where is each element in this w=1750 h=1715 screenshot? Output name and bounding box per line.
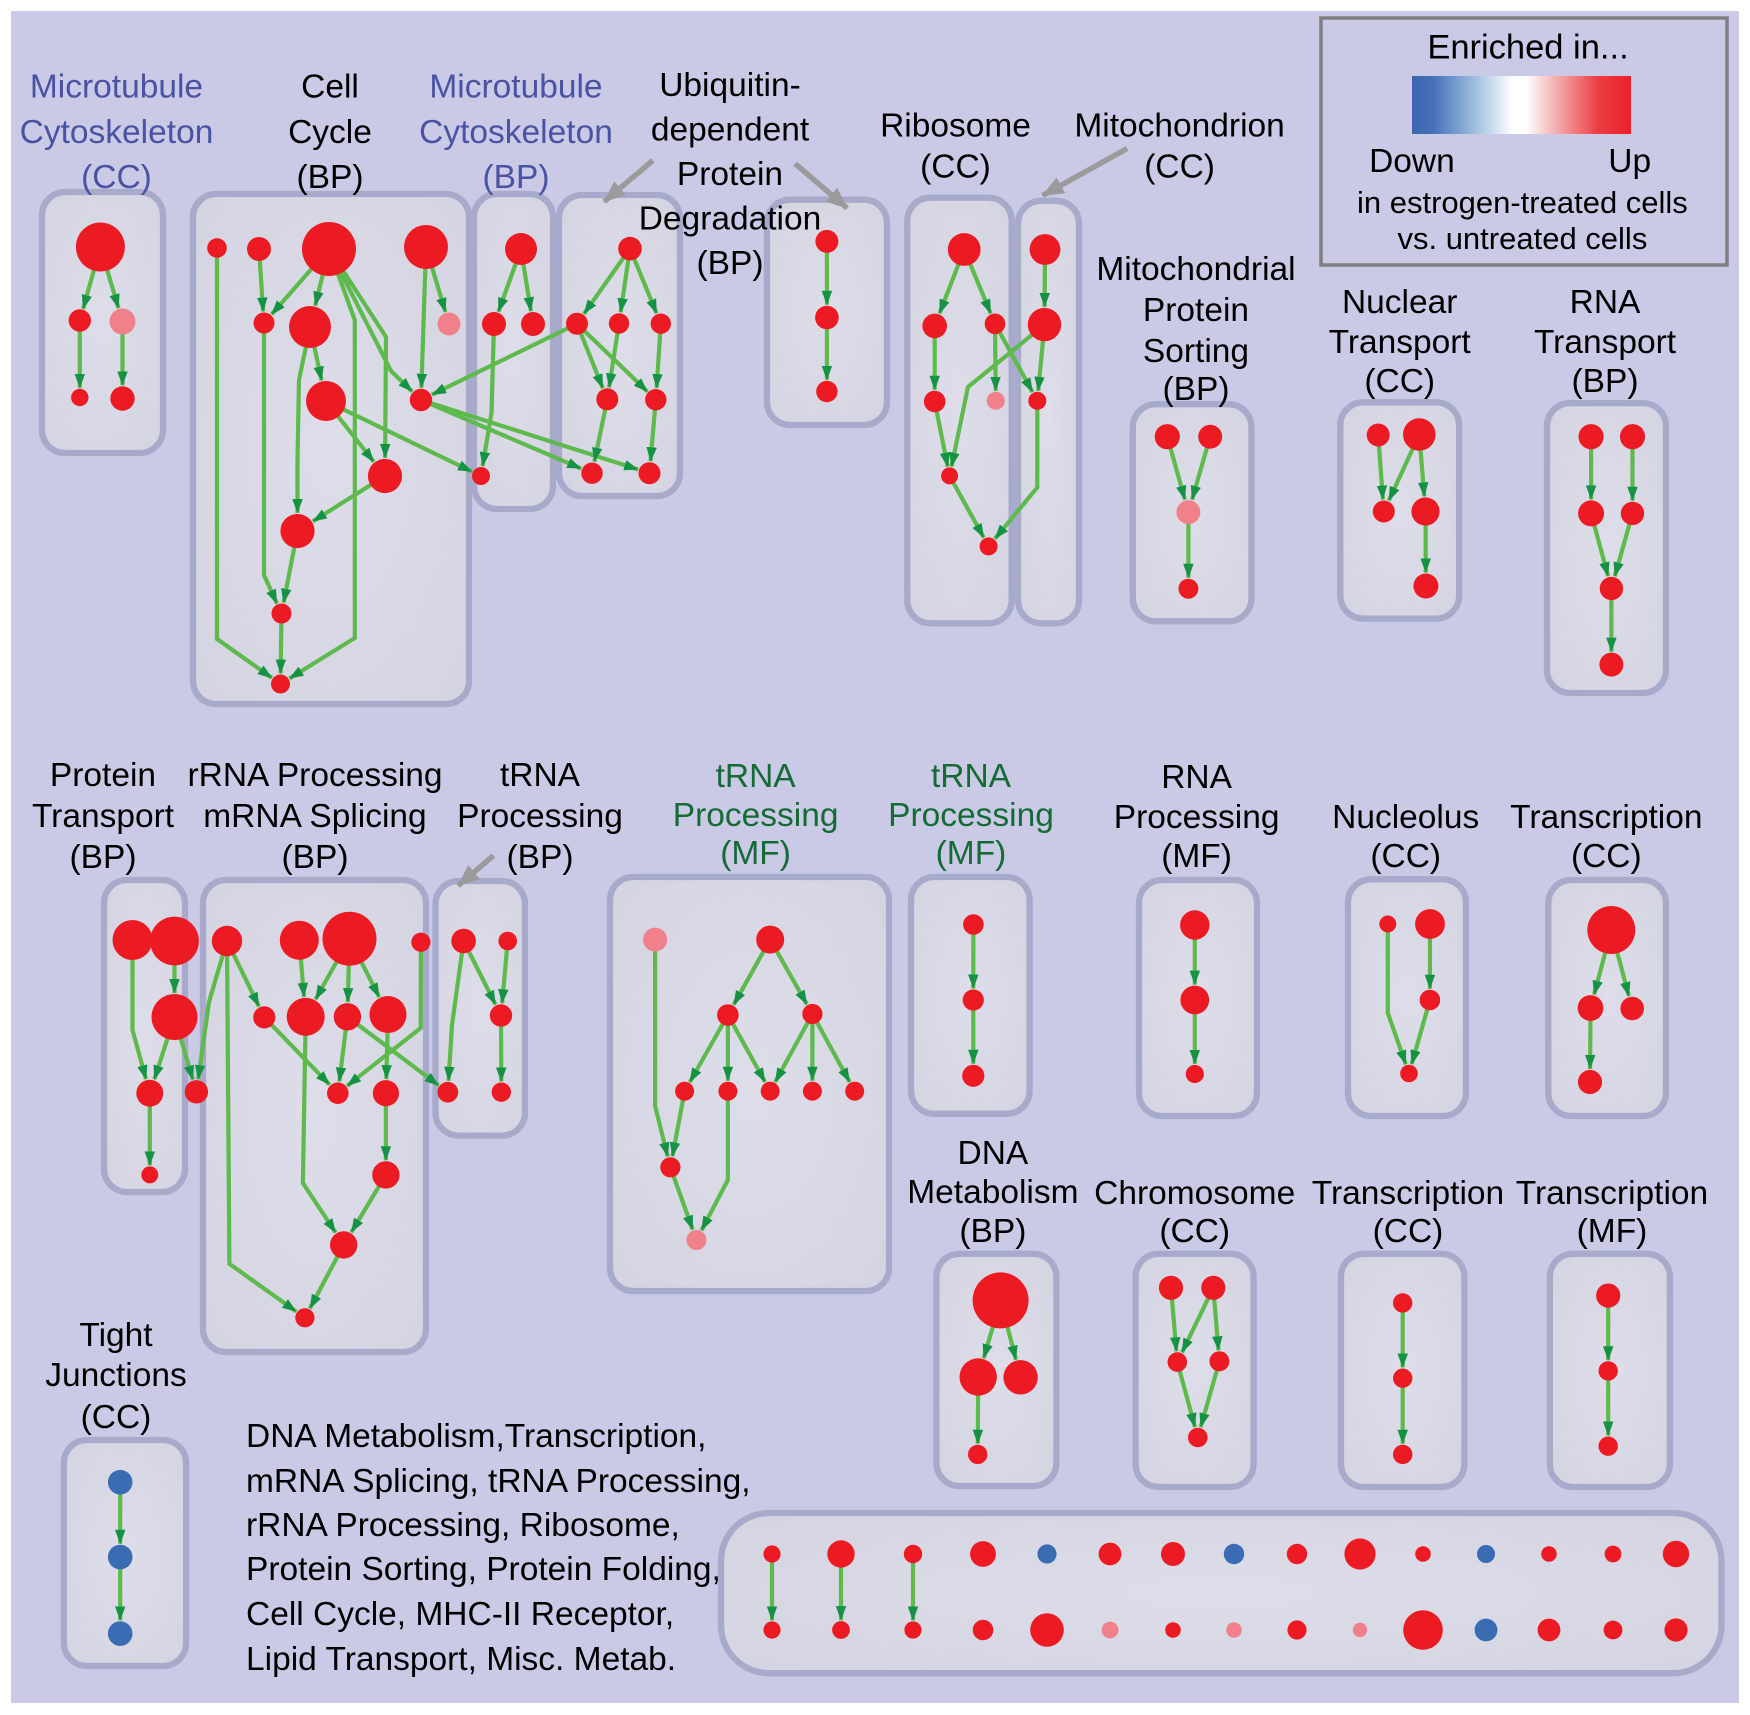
svg-text:Cell: Cell	[301, 69, 359, 106]
svg-text:Tight: Tight	[79, 1317, 153, 1354]
svg-text:Degradation: Degradation	[639, 201, 822, 238]
svg-text:rRNA Processing: rRNA Processing	[187, 757, 442, 794]
svg-text:(CC): (CC)	[1159, 1213, 1230, 1250]
svg-text:rRNA Processing, Ribosome,: rRNA Processing, Ribosome,	[246, 1507, 680, 1544]
svg-text:Processing: Processing	[1114, 799, 1280, 836]
svg-text:Protein Sorting, Protein Foldi: Protein Sorting, Protein Folding,	[246, 1551, 721, 1588]
svg-text:(BP): (BP)	[697, 245, 764, 282]
svg-text:Mitochondrion: Mitochondrion	[1074, 108, 1284, 145]
svg-text:Down: Down	[1369, 143, 1455, 180]
svg-text:Microtubule: Microtubule	[429, 69, 602, 106]
svg-text:(BP): (BP)	[297, 159, 364, 196]
svg-text:Cell Cycle, MHC-II Receptor,: Cell Cycle, MHC-II Receptor,	[246, 1596, 674, 1633]
svg-text:Metabolism: Metabolism	[907, 1174, 1078, 1211]
svg-text:Transport: Transport	[32, 798, 175, 835]
svg-text:Processing: Processing	[457, 798, 623, 835]
svg-text:Transcription: Transcription	[1516, 1175, 1708, 1212]
svg-text:DNA Metabolism,Transcription,: DNA Metabolism,Transcription,	[246, 1418, 706, 1455]
svg-text:(BP): (BP)	[1572, 363, 1639, 400]
svg-text:(BP): (BP)	[959, 1213, 1026, 1250]
svg-text:Ubiquitin-: Ubiquitin-	[659, 67, 801, 104]
svg-text:mRNA Splicing, tRNA Processing: mRNA Splicing, tRNA Processing,	[246, 1463, 751, 1500]
svg-text:Cytoskeleton: Cytoskeleton	[20, 114, 214, 151]
svg-text:(CC): (CC)	[1571, 838, 1642, 875]
svg-text:Ribosome: Ribosome	[880, 108, 1031, 145]
svg-text:(BP): (BP)	[282, 839, 349, 876]
svg-text:(CC): (CC)	[1364, 363, 1435, 400]
svg-text:Processing: Processing	[673, 797, 839, 834]
svg-text:(CC): (CC)	[1370, 838, 1441, 875]
svg-text:dependent: dependent	[651, 112, 810, 149]
svg-text:Microtubule: Microtubule	[30, 69, 203, 106]
svg-text:tRNA: tRNA	[716, 758, 797, 795]
svg-text:(CC): (CC)	[81, 1399, 152, 1436]
svg-text:RNA: RNA	[1570, 284, 1641, 321]
svg-text:Cytoskeleton: Cytoskeleton	[419, 114, 613, 151]
svg-text:(CC): (CC)	[1373, 1213, 1444, 1250]
svg-text:Transcription: Transcription	[1510, 799, 1702, 836]
svg-text:(CC): (CC)	[920, 148, 991, 185]
svg-text:(BP): (BP)	[70, 839, 137, 876]
svg-text:mRNA Splicing: mRNA Splicing	[203, 798, 426, 835]
svg-text:Transport: Transport	[1329, 324, 1472, 361]
svg-text:Lipid Transport, Misc. Metab.: Lipid Transport, Misc. Metab.	[246, 1641, 676, 1678]
svg-text:tRNA: tRNA	[500, 757, 581, 794]
svg-text:Junctions: Junctions	[45, 1357, 187, 1394]
svg-text:(MF): (MF)	[936, 835, 1007, 872]
svg-text:Nuclear: Nuclear	[1342, 284, 1457, 321]
svg-text:Transport: Transport	[1534, 324, 1677, 361]
svg-text:Cycle: Cycle	[288, 114, 372, 151]
svg-text:Mitochondrial: Mitochondrial	[1096, 251, 1295, 288]
svg-text:Nucleolus: Nucleolus	[1332, 799, 1479, 836]
svg-text:DNA: DNA	[958, 1135, 1029, 1172]
svg-text:(MF): (MF)	[1161, 838, 1232, 875]
svg-text:vs. untreated cells: vs. untreated cells	[1397, 221, 1647, 256]
svg-text:(BP): (BP)	[483, 159, 550, 196]
svg-text:Processing: Processing	[888, 797, 1054, 834]
svg-text:(CC): (CC)	[81, 159, 152, 196]
svg-text:in estrogen-treated cells: in estrogen-treated cells	[1357, 185, 1688, 220]
svg-text:RNA: RNA	[1161, 759, 1232, 796]
svg-text:Transcription: Transcription	[1312, 1175, 1504, 1212]
svg-text:(MF): (MF)	[1577, 1213, 1648, 1250]
svg-text:Protein: Protein	[1143, 292, 1249, 329]
svg-text:Enriched in...: Enriched in...	[1427, 29, 1628, 67]
svg-text:(BP): (BP)	[1163, 371, 1230, 408]
svg-text:Protein: Protein	[677, 156, 783, 193]
svg-text:tRNA: tRNA	[931, 758, 1012, 795]
svg-text:(CC): (CC)	[1144, 148, 1215, 185]
svg-text:Protein: Protein	[50, 757, 156, 794]
svg-text:(MF): (MF)	[720, 835, 791, 872]
svg-text:Chromosome: Chromosome	[1094, 1175, 1295, 1212]
svg-text:Sorting: Sorting	[1143, 333, 1249, 370]
svg-text:Up: Up	[1608, 143, 1651, 180]
svg-text:(BP): (BP)	[507, 839, 574, 876]
